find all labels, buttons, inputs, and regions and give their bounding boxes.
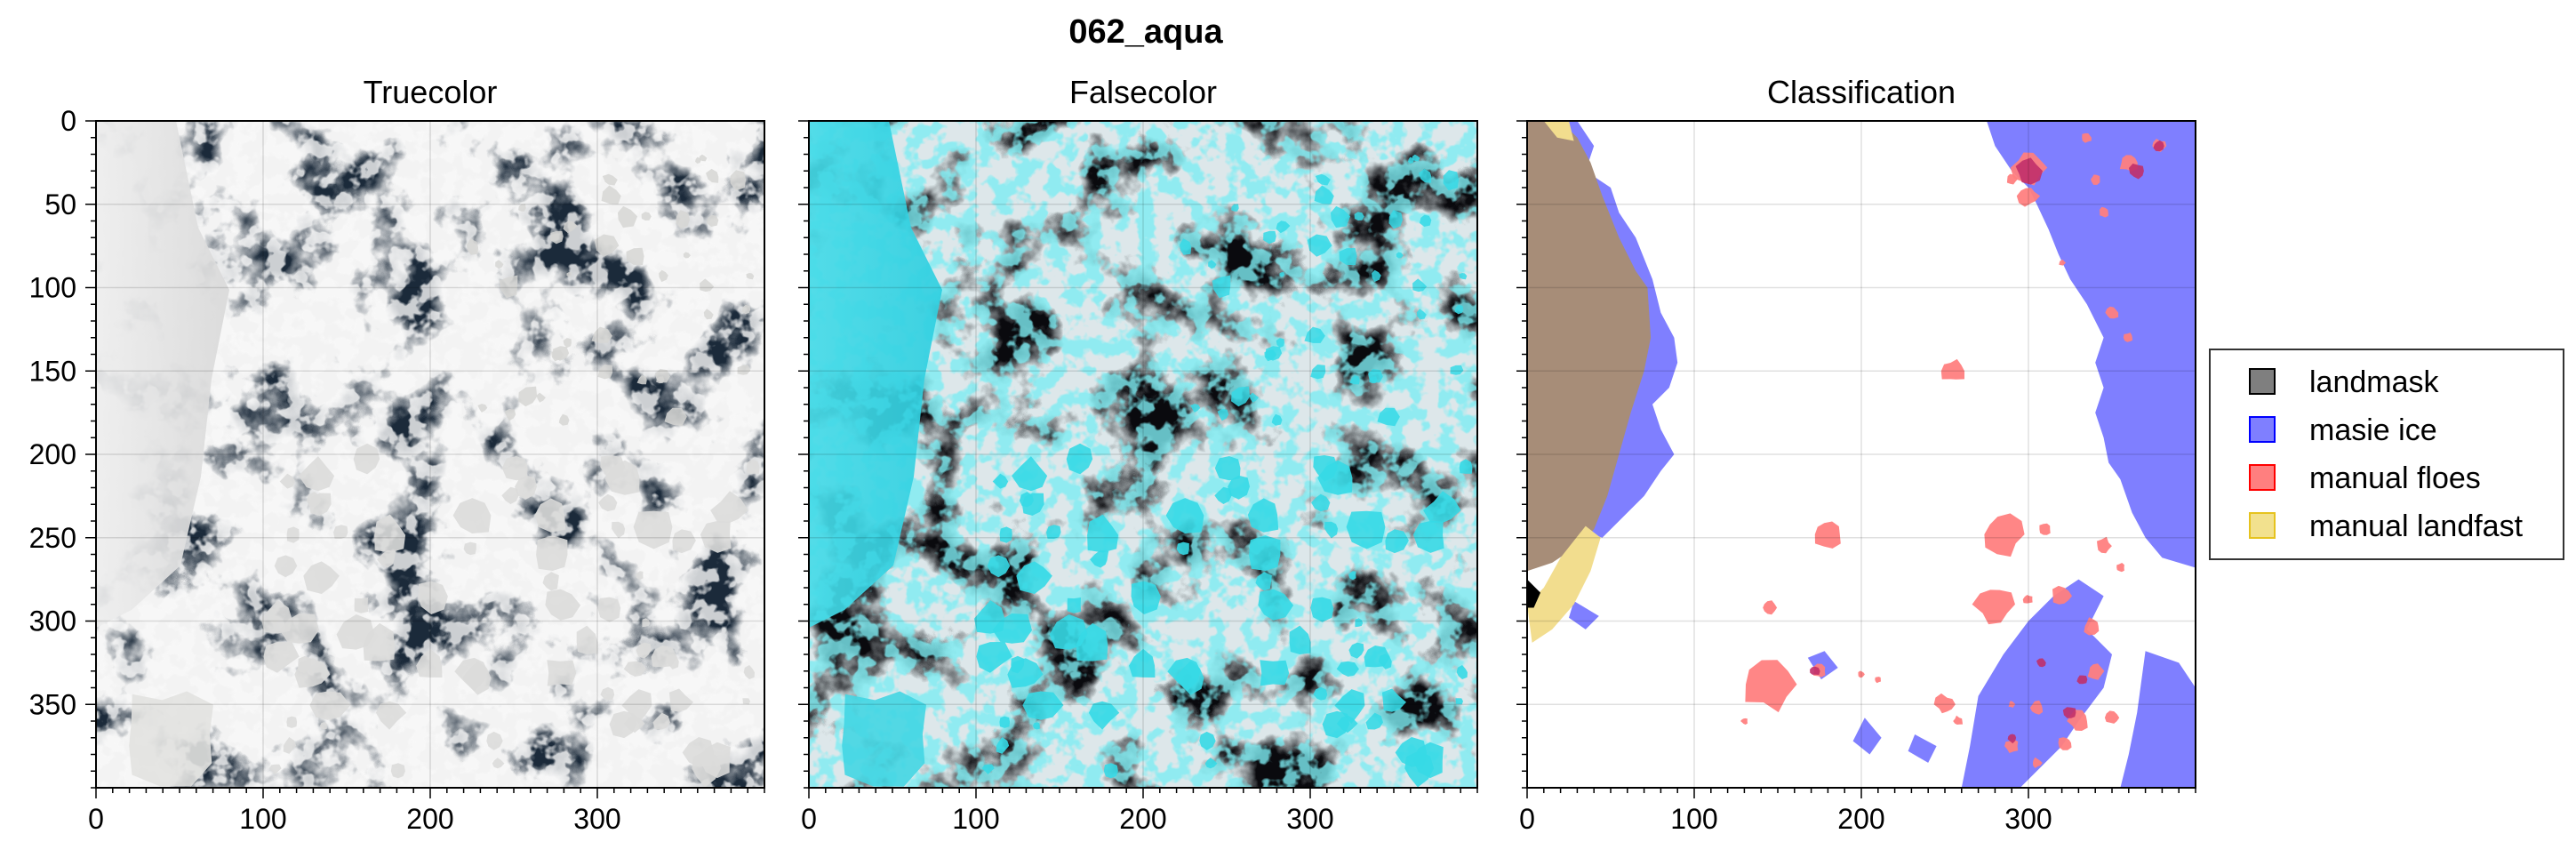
manual-floe xyxy=(2039,524,2050,535)
panel-title: Truecolor xyxy=(364,74,498,110)
x-tick-label: 0 xyxy=(88,803,104,835)
legend-label: manual floes xyxy=(2309,461,2481,495)
legend-label: masie ice xyxy=(2309,413,2437,447)
panel-truecolor: Truecolor 0 100 200 300 0 50 100 150 200 250 300 350 xyxy=(29,74,764,835)
y-tick-label: 50 xyxy=(44,188,76,221)
legend-swatch xyxy=(2250,369,2275,394)
x-tick-label: 300 xyxy=(2004,803,2052,835)
y-tick-label: 200 xyxy=(29,438,76,470)
legend: landmask masie ice manual floes manual land… xyxy=(2210,349,2564,559)
x-tick-label: 100 xyxy=(952,803,999,835)
legend-label: manual landfast xyxy=(2309,509,2524,543)
x-tick-label: 300 xyxy=(573,803,620,835)
y-tick-label: 250 xyxy=(29,522,76,554)
x-tick-label: 200 xyxy=(406,803,453,835)
y-tick-label: 100 xyxy=(29,272,76,304)
legend-swatch xyxy=(2250,513,2275,538)
y-tick-label: 300 xyxy=(29,605,76,637)
panel-classification: Classification 0 100 200 300 xyxy=(1516,74,2196,835)
x-tick-label: 0 xyxy=(1519,803,1535,835)
panel-title: Classification xyxy=(1767,74,1956,110)
y-tick-label: 0 xyxy=(60,105,76,137)
legend-label: landmask xyxy=(2309,365,2440,399)
x-tick-label: 100 xyxy=(239,803,286,835)
x-tick-label: 200 xyxy=(1837,803,1884,835)
panel-title: Falsecolor xyxy=(1069,74,1217,110)
y-tick-label: 150 xyxy=(29,355,76,387)
y-tick-label: 350 xyxy=(29,688,76,720)
legend-swatch xyxy=(2250,417,2275,442)
figure-title: 062_aqua xyxy=(1068,13,1223,51)
panel-falsecolor: Falsecolor 0 100 200 300 xyxy=(798,74,1477,835)
x-tick-label: 0 xyxy=(801,803,817,835)
x-tick-label: 100 xyxy=(1670,803,1717,835)
legend-swatch xyxy=(2250,465,2275,490)
x-tick-label: 300 xyxy=(1286,803,1333,835)
x-tick-label: 200 xyxy=(1119,803,1166,835)
